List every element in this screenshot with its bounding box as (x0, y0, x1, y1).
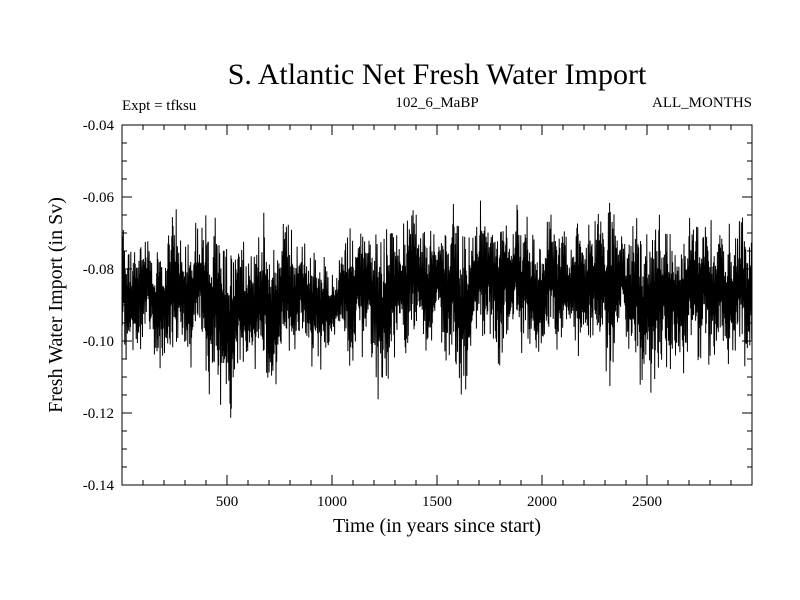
chart-title: S. Atlantic Net Fresh Water Import (228, 58, 647, 91)
ticks-layer: 500 1000 1500 2000 2500 -0.14 -0.12 -0.10 -0.08 -… (83, 118, 752, 510)
experiment-label: Expt = tfksu (122, 98, 197, 114)
x-tick-label: 1000 (317, 494, 347, 510)
y-tick-label: -0.08 (83, 262, 114, 278)
x-axis-label: Time (in years since start) (333, 515, 541, 537)
plot-frame (121, 124, 753, 486)
y-tick-label: -0.10 (83, 334, 114, 350)
months-label: ALL_MONTHS (652, 95, 752, 111)
y-tick-label: -0.14 (83, 478, 115, 494)
x-tick-label: 2000 (527, 494, 557, 510)
series-line (121, 200, 753, 418)
x-tick-label: 2500 (632, 494, 662, 510)
y-tick-label: -0.12 (83, 406, 114, 422)
y-axis-label: Fresh Water Import (in Sv) (45, 197, 67, 413)
series-layer (121, 200, 753, 418)
run-id-label: 102_6_MaBP (395, 95, 478, 111)
x-tick-label: 1500 (422, 494, 452, 510)
y-tick-label: -0.06 (83, 190, 115, 206)
x-tick-label: 500 (216, 494, 239, 510)
y-tick-label: -0.04 (83, 118, 115, 134)
